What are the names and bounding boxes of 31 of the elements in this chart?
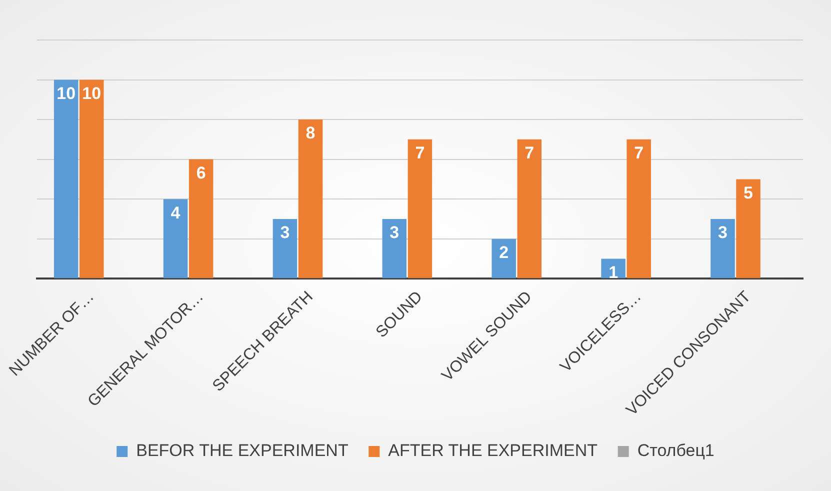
data-label: 4 xyxy=(170,203,181,222)
bar xyxy=(736,179,760,278)
data-label: 5 xyxy=(744,183,754,202)
bar xyxy=(517,139,542,278)
bar xyxy=(710,218,735,278)
bar xyxy=(54,80,78,278)
bar xyxy=(626,139,651,278)
bar xyxy=(408,139,432,278)
bar xyxy=(298,120,323,278)
legend-label: Столбец1 xyxy=(637,441,714,460)
legend-label: AFTER THE EXPERIMENT xyxy=(388,441,598,460)
data-label: 3 xyxy=(718,223,728,242)
bar xyxy=(272,218,298,278)
bar xyxy=(492,238,516,278)
data-label: 1 xyxy=(608,262,618,282)
bar xyxy=(382,218,407,278)
bar xyxy=(188,159,214,278)
bar xyxy=(163,199,188,278)
data-label: 2 xyxy=(499,243,509,262)
bar xyxy=(79,80,104,278)
data-label: 7 xyxy=(524,144,534,163)
data-label: 7 xyxy=(634,144,644,163)
data-label: 6 xyxy=(196,163,206,182)
data-label: 8 xyxy=(306,124,316,143)
bar xyxy=(601,258,626,278)
legend-label: BEFOR THE EXPERIMENT xyxy=(136,441,348,460)
data-label: 3 xyxy=(390,223,400,242)
data-label: 10 xyxy=(82,84,102,103)
data-label: 10 xyxy=(56,84,76,103)
data-label: 7 xyxy=(415,144,425,163)
data-label: 3 xyxy=(280,223,290,242)
